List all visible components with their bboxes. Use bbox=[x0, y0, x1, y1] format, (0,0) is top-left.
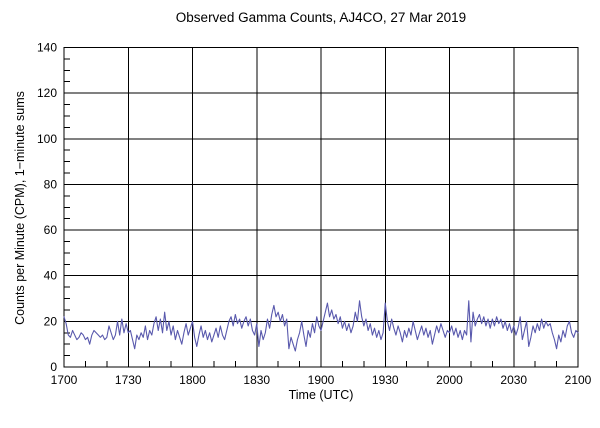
y-tick-label: 80 bbox=[44, 177, 58, 191]
y-tick-label: 140 bbox=[37, 41, 57, 55]
chart-title: Observed Gamma Counts, AJ4CO, 27 Mar 201… bbox=[175, 10, 467, 25]
x-tick-label: 1700 bbox=[51, 373, 78, 387]
y-tick-label: 0 bbox=[50, 360, 57, 374]
x-tick-label: 1830 bbox=[243, 373, 270, 387]
y-tick-label: 40 bbox=[44, 269, 58, 283]
y-tick-label: 20 bbox=[44, 314, 58, 328]
gamma-counts-series-line bbox=[63, 300, 579, 352]
x-tick-label: 1930 bbox=[372, 373, 399, 387]
x-tick-label: 2000 bbox=[436, 373, 463, 387]
y-axis-label: Counts per Minute (CPM), 1−minute sums bbox=[13, 91, 27, 325]
y-tick-label: 60 bbox=[44, 223, 58, 237]
x-tick-label: 1730 bbox=[115, 373, 142, 387]
x-tick-label: 1800 bbox=[179, 373, 206, 387]
x-tick-label: 1900 bbox=[308, 373, 335, 387]
x-tick-label: 2100 bbox=[565, 373, 592, 387]
y-tick-label: 120 bbox=[37, 86, 57, 100]
plot-border bbox=[63, 47, 579, 368]
x-tick-label: 2030 bbox=[500, 373, 527, 387]
x-axis-label: Time (UTC) bbox=[288, 388, 354, 402]
y-tick-label: 100 bbox=[37, 132, 57, 146]
